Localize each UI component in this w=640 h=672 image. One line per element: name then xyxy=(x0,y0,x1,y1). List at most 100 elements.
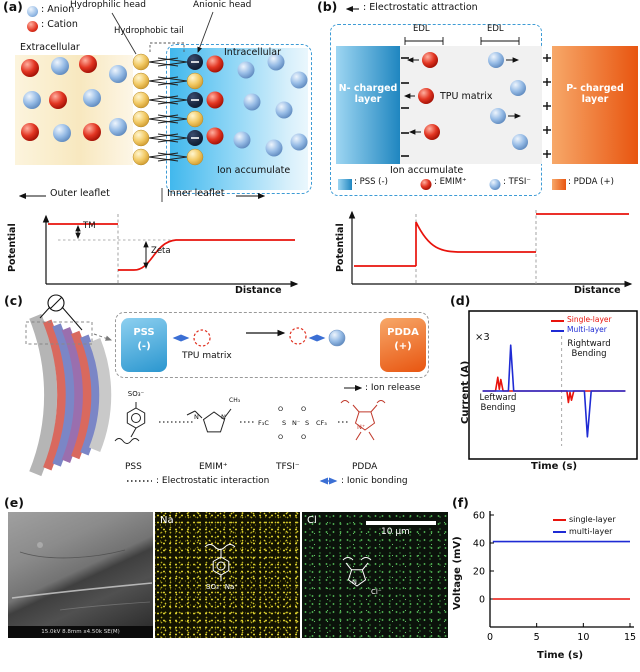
sem-image xyxy=(8,512,153,626)
cl-structure-n-label: N xyxy=(352,578,357,586)
edl-label-1: EDL xyxy=(413,24,430,34)
tfsi-o-label: O xyxy=(278,433,284,441)
panel-b-label: (b) xyxy=(317,0,338,14)
f-legend-single-swatch xyxy=(553,519,566,521)
zoom-region-box xyxy=(25,321,93,345)
panel-f-label: (f) xyxy=(452,495,469,510)
zoom-arrow xyxy=(93,333,113,341)
pss-so3-label: SO₃⁻ xyxy=(127,390,145,398)
d-legend-single-label: Single-layer xyxy=(567,315,612,324)
d-legend-multi-swatch xyxy=(551,330,564,332)
svg-text:0: 0 xyxy=(479,595,485,606)
output-voltage-chart: 0 5 10 15 0 20 40 60 xyxy=(473,511,636,644)
pdda-block xyxy=(380,318,426,372)
tfsi-f3c-label: F₃C xyxy=(258,419,269,427)
pdda-structure-label: PDDA xyxy=(352,462,378,472)
emim-n-label: N xyxy=(194,413,199,421)
outer-leaflet-heads xyxy=(132,53,150,166)
electrostatic-interaction-label: : Electrostatic interaction xyxy=(156,476,270,486)
ion-accumulate-label: Ion accumulate xyxy=(217,165,291,176)
svg-text:20: 20 xyxy=(473,567,485,578)
p-charged-layer-label: P- charged layer xyxy=(566,83,624,105)
ion-accumulate-label-b: Ion accumulate xyxy=(390,165,464,176)
extracellular-label: Extracellular xyxy=(20,42,80,53)
pss-legend-swatch xyxy=(338,179,352,190)
emim-ch3-label: CH₃ xyxy=(229,397,241,404)
tfsi-s-label: S xyxy=(282,419,287,427)
edl-label-2: EDL xyxy=(487,24,504,34)
d-legend-single-swatch xyxy=(551,320,564,322)
zeta-label: Zeta xyxy=(151,246,171,256)
pss-block-label-1: PSS xyxy=(133,327,155,338)
sem-info-text: 15.0kV 8.8mm x4.50k SE(M) xyxy=(41,629,120,635)
tfsi-structure-label: TFSI⁻ xyxy=(276,462,300,472)
current-axis-label: Current (A) xyxy=(460,360,471,424)
sem-info-bar: 15.0kV 8.8mm x4.50k SE(M) xyxy=(8,626,153,638)
time-axis-label-d: Time (s) xyxy=(531,461,578,472)
panel-b-potential-plot xyxy=(348,210,633,288)
p-charged-layer xyxy=(552,46,638,164)
chemical-structures xyxy=(114,400,386,444)
inner-leaflet-label: Inner leaflet xyxy=(167,188,225,199)
leftward-bending-label: Leftward Bending xyxy=(479,393,517,413)
na-map-label: Na xyxy=(160,515,174,526)
intracellular-label: Intracellular xyxy=(224,47,282,58)
f-legend-multi-swatch xyxy=(553,531,566,533)
hydrophobic-tail-label: Hydrophobic tail xyxy=(114,26,184,36)
svg-text:15: 15 xyxy=(624,632,636,643)
potential-axis-label-a: Potential xyxy=(7,223,18,272)
scale-bar-label: 10 μm xyxy=(381,527,410,537)
ammeter-icon xyxy=(47,294,65,312)
cl-structure-cl-label: Cl⁻ xyxy=(371,588,382,596)
ionic-bonding-label: : Ionic bonding xyxy=(341,476,408,486)
tpu-matrix-label: TPU matrix xyxy=(440,91,493,102)
rightward-bending-label: Rightward Bending xyxy=(567,339,611,359)
panel-c-label: (c) xyxy=(4,293,23,308)
tfsi-o-label: O xyxy=(301,405,307,413)
device-schematic xyxy=(25,294,113,477)
electrostatic-attraction-label: : Electrostatic attraction xyxy=(363,2,478,13)
anion-legend-label: : Anion xyxy=(41,4,75,15)
x3-annotation: ×3 xyxy=(475,332,490,343)
tpu-matrix-label-c: TPU matrix xyxy=(182,351,232,361)
distance-axis-label-b: Distance xyxy=(574,285,621,296)
d-legend-multi-label: Multi-layer xyxy=(567,325,607,334)
pss-legend-label: : PSS (-) xyxy=(354,177,388,187)
tm-label: TM xyxy=(83,221,96,231)
tpu-matrix-region xyxy=(400,46,542,164)
emim-structure-label: EMIM⁺ xyxy=(199,462,228,472)
tfsi-cf3-label: CF₃ xyxy=(316,419,327,427)
pdda-n-label: N⁺ xyxy=(357,423,366,431)
n-charged-layer xyxy=(336,46,400,164)
pss-structure-label: PSS xyxy=(125,462,142,472)
hydrophilic-head-label: Hydrophilic head xyxy=(70,0,147,10)
tfsi-s-label: S xyxy=(305,419,310,427)
pdda-block-label-2: (+) xyxy=(394,341,412,352)
cl-elemental-map xyxy=(302,512,448,638)
pss-block-label-2: (-) xyxy=(137,341,151,352)
na-elemental-map xyxy=(155,512,300,638)
tfsi-n-label: N⁻ xyxy=(292,419,301,427)
voltage-axis-label: Voltage (mV) xyxy=(452,536,463,610)
ion-chain-dashed-box xyxy=(115,312,429,378)
anionic-head-label: Anionic head xyxy=(193,0,252,10)
svg-text:0: 0 xyxy=(487,632,493,643)
distance-axis-label-a: Distance xyxy=(235,285,282,296)
outer-leaflet-label: Outer leaflet xyxy=(50,188,110,199)
pdda-block-label-1: PDDA xyxy=(387,327,419,338)
cation-legend-label: : Cation xyxy=(41,19,78,30)
svg-text:40: 40 xyxy=(473,539,485,550)
svg-text:60: 60 xyxy=(473,511,485,522)
tfsi-o-label: O xyxy=(278,405,284,413)
bending-current-chart xyxy=(468,310,638,460)
f-legend-single-label: single-layer xyxy=(569,515,616,524)
emim-n-label: N xyxy=(221,413,226,421)
f-legend-multi-label: multi-layer xyxy=(569,527,613,536)
na-structure-label: SO₃⁻ Na⁺ xyxy=(206,583,238,591)
n-charged-layer-label: N- charged layer xyxy=(338,83,398,105)
panel-e-label: (e) xyxy=(4,495,24,510)
panel-a-label: (a) xyxy=(3,0,23,14)
potential-axis-label-b: Potential xyxy=(335,223,346,272)
svg-text:10: 10 xyxy=(577,632,589,643)
